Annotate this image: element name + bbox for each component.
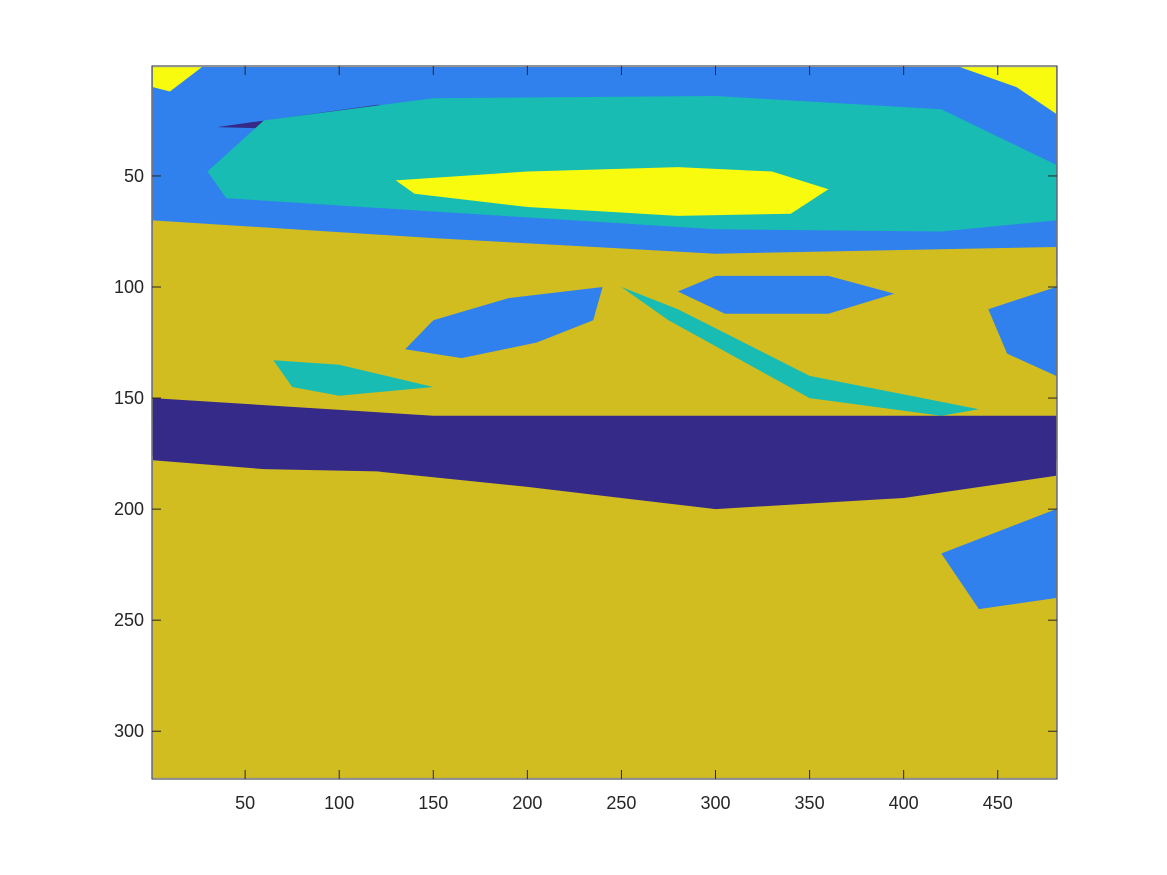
x-tick-label: 350 (795, 793, 825, 813)
heatmap-region-12 (273, 360, 434, 396)
x-tick-label: 50 (235, 793, 255, 813)
x-tick-label: 400 (889, 793, 919, 813)
y-tick-label: 100 (114, 277, 144, 297)
y-tick-label: 200 (114, 499, 144, 519)
y-tick-label: 300 (114, 721, 144, 741)
heatmap-region-8 (152, 67, 202, 92)
axes-frame (151, 65, 1058, 780)
y-tick-label: 50 (124, 166, 144, 186)
x-tick-label: 450 (983, 793, 1013, 813)
x-tick-label: 100 (324, 793, 354, 813)
heatmap-region-14 (941, 509, 1057, 610)
heatmap-region-6 (207, 96, 1057, 232)
x-axis: 50 100 150 200 250 300 350 400 450 (235, 66, 1013, 813)
x-tick-label: 300 (700, 793, 730, 813)
plot-area (152, 67, 1057, 778)
x-tick-label: 200 (512, 793, 542, 813)
heatmap-region-13 (988, 287, 1057, 376)
x-tick-label: 150 (418, 793, 448, 813)
heatmap-region-10 (405, 287, 603, 359)
heatmap-region-11 (677, 275, 895, 314)
y-axis: 50 100 150 200 250 300 (114, 166, 1057, 741)
heatmap-region-15 (621, 287, 979, 416)
heatmap-region-3 (152, 460, 1057, 778)
x-tick-label: 250 (606, 793, 636, 813)
heatmap-region-7 (395, 167, 829, 216)
heatmap-region-4 (152, 398, 1057, 498)
heatmap-region-9 (960, 67, 1057, 114)
y-tick-label: 150 (114, 388, 144, 408)
y-tick-label: 250 (114, 610, 144, 630)
